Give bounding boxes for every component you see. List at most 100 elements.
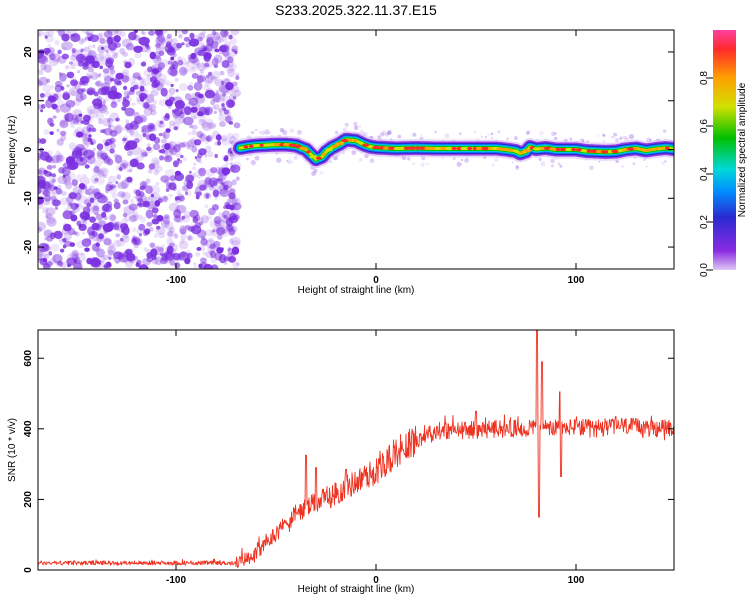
ridge-speckle	[664, 160, 667, 163]
noise-speckle	[99, 37, 106, 44]
ridge-speckle	[360, 129, 364, 134]
noise-speckle	[113, 201, 121, 210]
noise-speckle	[216, 226, 226, 236]
noise-speckle	[141, 151, 148, 157]
noise-speckle	[109, 112, 120, 122]
noise-speckle	[42, 258, 48, 263]
noise-speckle	[124, 143, 131, 151]
ridge-speckle	[554, 136, 558, 141]
ridge-speckle	[359, 125, 361, 128]
noise-speckle	[161, 138, 167, 144]
noise-speckle	[167, 105, 172, 109]
noise-speckle	[66, 30, 77, 36]
noise-speckle	[49, 96, 57, 103]
noise-speckle	[213, 32, 221, 41]
noise-speckle	[206, 215, 213, 220]
noise-speckle	[124, 163, 133, 173]
noise-speckle	[126, 176, 133, 183]
ridge-speckle	[554, 132, 557, 135]
noise-speckle	[154, 30, 163, 36]
noise-speckle	[205, 43, 213, 52]
noise-speckle	[178, 34, 183, 39]
noise-speckle	[208, 177, 219, 187]
noise-speckle	[63, 181, 67, 185]
noise-speckle	[72, 114, 79, 120]
noise-speckle	[163, 195, 169, 201]
noise-speckle	[171, 64, 176, 68]
noise-speckle	[220, 180, 228, 187]
spectrogram-x-tick-label: 100	[568, 275, 585, 286]
noise-speckle	[223, 173, 227, 177]
noise-speckle	[180, 57, 187, 65]
noise-speckle	[75, 53, 86, 63]
noise-speckle	[49, 172, 53, 177]
noise-speckle	[181, 215, 186, 220]
noise-speckle	[144, 153, 148, 157]
noise-speckle	[114, 92, 122, 99]
noise-speckle	[178, 142, 186, 148]
noise-speckle	[96, 150, 104, 157]
noise-speckle	[38, 169, 43, 175]
noise-speckle	[220, 30, 229, 38]
noise-speckle	[94, 192, 103, 199]
noise-speckle	[145, 266, 149, 269]
noise-speckle	[137, 76, 142, 81]
noise-speckle	[73, 32, 79, 39]
noise-speckle	[74, 126, 85, 136]
ridge-speckle	[511, 161, 514, 164]
noise-speckle	[97, 224, 103, 229]
noise-speckle	[138, 114, 147, 123]
noise-speckle	[198, 32, 206, 39]
noise-speckle	[168, 125, 173, 129]
noise-speckle	[234, 50, 238, 55]
noise-speckle	[108, 36, 115, 43]
noise-speckle	[178, 83, 188, 92]
ridge-speckle	[407, 157, 411, 161]
noise-speckle	[38, 152, 43, 158]
noise-speckle	[44, 35, 48, 39]
noise-speckle	[100, 152, 108, 160]
noise-speckle	[139, 85, 145, 90]
noise-speckle	[156, 215, 164, 222]
noise-speckle	[105, 94, 113, 102]
noise-speckle	[129, 86, 135, 93]
noise-speckle	[176, 193, 185, 201]
noise-speckle	[125, 119, 130, 124]
colorbar-ticks: 0.0 0.2 0.4 0.6 0.8	[699, 71, 713, 277]
noise-speckle	[63, 223, 72, 232]
noise-speckle	[153, 169, 160, 176]
noise-speckle	[86, 30, 94, 36]
noise-speckle	[166, 47, 176, 56]
noise-speckle	[210, 227, 220, 237]
colorbar-tick-label: 0.8	[699, 71, 710, 85]
noise-speckle	[170, 180, 177, 187]
noise-speckle	[193, 162, 197, 166]
noise-speckle	[61, 191, 67, 196]
noise-speckle	[228, 256, 237, 263]
ridge-core	[424, 146, 432, 150]
noise-speckle	[122, 137, 127, 142]
noise-speckle	[136, 99, 144, 105]
noise-speckle	[91, 60, 100, 69]
ridge-speckle	[611, 135, 615, 139]
noise-speckle	[40, 104, 46, 109]
noise-speckle	[55, 59, 60, 64]
noise-speckle	[140, 82, 147, 87]
ridge-speckle	[319, 170, 324, 175]
noise-speckle	[146, 248, 151, 254]
noise-speckle	[182, 156, 187, 162]
noise-speckle	[64, 179, 72, 186]
noise-speckle	[159, 120, 164, 125]
noise-speckle	[206, 87, 214, 95]
noise-speckle	[98, 72, 102, 77]
noise-speckle	[223, 184, 229, 190]
noise-speckle	[179, 228, 187, 235]
noise-speckle	[206, 89, 213, 96]
ridge-speckle	[279, 127, 285, 133]
noise-speckle	[81, 231, 86, 235]
noise-speckle	[142, 182, 146, 188]
noise-speckle	[121, 106, 127, 111]
noise-speckle	[183, 36, 190, 42]
ridge-speckle	[491, 163, 495, 167]
spectral-ridge	[231, 130, 674, 169]
